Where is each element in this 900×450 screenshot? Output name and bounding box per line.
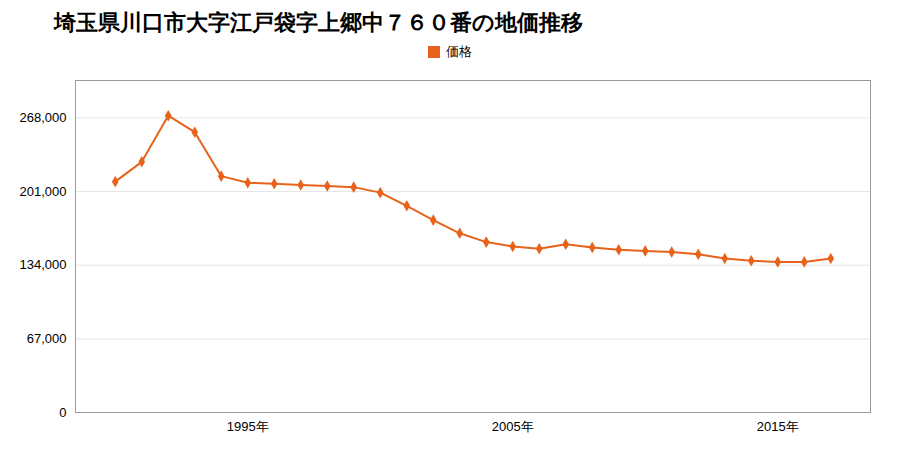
svg-text:134,000: 134,000 — [20, 257, 67, 272]
svg-text:2015年: 2015年 — [757, 419, 799, 434]
svg-text:268,000: 268,000 — [20, 110, 67, 125]
html-text:価格: 価格 — [446, 44, 472, 59]
svg-text:67,000: 67,000 — [27, 331, 67, 346]
svg-text:1995年: 1995年 — [227, 419, 269, 434]
svg-text:201,000: 201,000 — [20, 184, 67, 199]
svg-text:0: 0 — [59, 405, 66, 420]
html-text:埼玉県川口市大字江戸袋字上郷中７６０番の地価推移: 埼玉県川口市大字江戸袋字上郷中７６０番の地価推移 — [54, 10, 583, 35]
svg-text:2005年: 2005年 — [492, 419, 534, 434]
